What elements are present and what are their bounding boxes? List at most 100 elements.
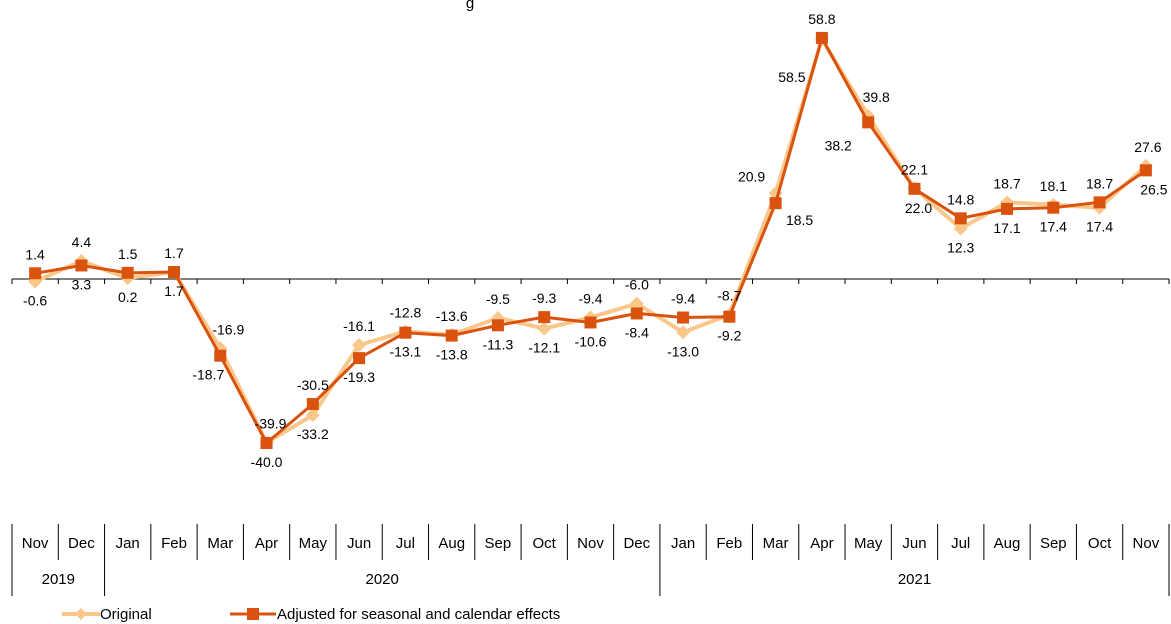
year-label: 2020 [366, 571, 399, 588]
data-point-adjusted [630, 307, 643, 320]
data-label-original: -9.5 [486, 291, 510, 307]
data-label-adjusted: 3.3 [72, 277, 92, 293]
data-point-adjusted [584, 316, 597, 329]
data-point-adjusted [1093, 196, 1106, 209]
data-label-adjusted: -13.8 [436, 347, 468, 363]
data-point-adjusted [491, 319, 504, 332]
month-label: May [854, 535, 883, 552]
data-label-adjusted: 22.0 [905, 200, 932, 216]
year-label: 2019 [42, 571, 75, 588]
data-label-adjusted: -9.2 [717, 328, 741, 344]
data-label-adjusted: 14.8 [947, 191, 974, 207]
data-label-original: 0.2 [118, 289, 138, 305]
legend: Original Adjusted for seasonal and calend… [62, 606, 560, 623]
data-label-original: -13.0 [667, 343, 699, 359]
month-label: Mar [207, 535, 233, 552]
data-point-original [305, 408, 320, 423]
data-label-original: -9.4 [578, 291, 602, 307]
month-label: Nov [22, 535, 49, 552]
data-label-original: 58.5 [778, 69, 805, 85]
data-label-original: 18.7 [993, 175, 1020, 191]
data-label-adjusted: -18.7 [192, 367, 224, 383]
data-label-adjusted: 18.7 [1086, 175, 1113, 191]
month-label: Apr [255, 535, 278, 552]
data-label-original: 4.4 [72, 234, 92, 250]
month-label: Sep [1040, 535, 1067, 552]
month-label: Nov [1133, 535, 1160, 552]
data-point-adjusted [306, 398, 319, 411]
data-point-adjusted [677, 311, 690, 324]
month-label: Nov [577, 535, 604, 552]
data-point-adjusted [75, 259, 88, 272]
month-label: Feb [716, 535, 742, 552]
month-label: Jul [951, 535, 970, 552]
series-layer [28, 31, 1153, 450]
data-point-adjusted [1139, 164, 1152, 177]
chart-title: g [466, 0, 474, 12]
data-point-adjusted [954, 212, 967, 225]
data-label-original: -16.1 [343, 318, 375, 334]
data-point-original [352, 338, 367, 353]
month-label: May [299, 535, 328, 552]
data-label-adjusted: 58.8 [808, 11, 835, 27]
data-label-original: -33.2 [297, 426, 329, 442]
data-label-adjusted: 38.2 [825, 137, 852, 153]
year-label: 2021 [898, 571, 931, 588]
data-label-adjusted: -30.5 [297, 377, 329, 393]
data-point-adjusted [1001, 202, 1014, 215]
month-label: Sep [485, 535, 512, 552]
data-point-adjusted [538, 311, 551, 324]
data-label-original: -0.6 [23, 293, 47, 309]
data-label-original: 20.9 [738, 168, 765, 184]
data-label-original: 17.4 [1086, 219, 1113, 235]
data-label-adjusted: 1.4 [25, 246, 45, 262]
month-label: Oct [1088, 535, 1112, 552]
data-label-original: -39.9 [255, 416, 287, 432]
month-label: Jan [116, 535, 140, 552]
data-point-adjusted [399, 326, 412, 339]
data-point-adjusted [29, 267, 42, 280]
data-label-adjusted: -11.3 [482, 336, 513, 352]
data-label-original: -6.0 [625, 277, 649, 293]
data-label-adjusted: -10.6 [575, 334, 607, 350]
month-label: Dec [623, 535, 650, 552]
category-axis: Nov Dec Jan Feb Mar Apr May Jun Jul Aug Sep Oct Nov D… [11, 524, 1170, 596]
data-label-original: 22.1 [901, 161, 928, 177]
month-label: Aug [994, 535, 1021, 552]
data-point-original [537, 321, 552, 336]
data-label-adjusted: -9.3 [532, 290, 556, 306]
data-label-original: 12.3 [947, 240, 974, 256]
data-label-original: -8.7 [717, 288, 741, 304]
data-label-original: 18.1 [1040, 178, 1067, 194]
data-label-adjusted: 26.5 [1140, 181, 1167, 197]
legend-marker-adjusted [247, 608, 259, 620]
data-point-adjusted [1047, 201, 1060, 214]
data-label-adjusted: 18.5 [786, 212, 813, 228]
legend-marker-original [75, 608, 87, 620]
data-label-adjusted: 17.1 [993, 220, 1020, 236]
month-label: Oct [533, 535, 557, 552]
data-label-original: -16.9 [212, 321, 244, 337]
data-point-adjusted [214, 349, 227, 362]
data-label-original: 27.6 [1134, 139, 1161, 155]
data-point-adjusted [353, 352, 366, 365]
legend-label-adjusted: Adjusted for seasonal and calendar effec… [277, 606, 560, 623]
month-label: Jan [671, 535, 695, 552]
month-label: Apr [810, 535, 833, 552]
month-label: Feb [161, 535, 187, 552]
month-label: Jul [396, 535, 415, 552]
data-point-original [629, 296, 644, 311]
data-point-adjusted [260, 437, 273, 449]
month-label: Dec [68, 535, 95, 552]
month-label: Aug [438, 535, 465, 552]
month-label: Jun [347, 535, 371, 552]
data-label-original: -13.6 [436, 308, 468, 324]
data-point-adjusted [862, 116, 875, 129]
data-label-layer: -0.6 1.4 4.4 3.3 0.2 1.5 1.7 1.7 -16.9 -18.7 -39.9… [23, 11, 1168, 470]
data-label-original: 1.7 [164, 283, 184, 299]
data-point-original [676, 325, 691, 340]
data-point-original [953, 221, 968, 236]
data-point-adjusted [769, 197, 782, 210]
data-point-adjusted [121, 266, 134, 279]
data-point-adjusted [445, 329, 458, 342]
